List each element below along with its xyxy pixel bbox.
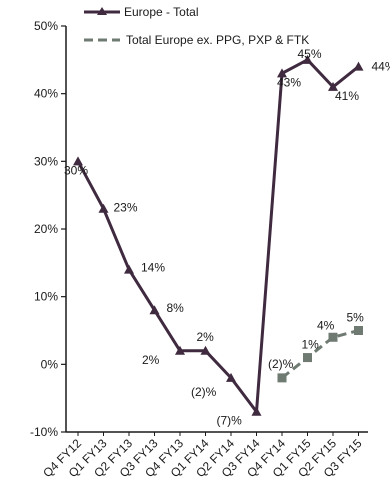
series-layer: [73, 54, 364, 416]
point-europe-total: [251, 406, 262, 416]
y-tick-label: 50%: [34, 19, 58, 33]
y-tick-label: 40%: [34, 87, 58, 101]
series-line-europe-ex: [281, 329, 359, 380]
point-europe-total: [226, 372, 236, 382]
y-tick-label: 20%: [34, 222, 58, 236]
data-label-europe-total: 45%: [298, 47, 322, 61]
data-label-europe-total: 2%: [197, 330, 215, 344]
data-label-europe-ex: 1%: [302, 338, 320, 352]
legend-item-europe-total: Europe - Total: [84, 5, 199, 19]
data-label-europe-total: 43%: [277, 75, 301, 89]
point-europe-total: [277, 68, 287, 78]
point-europe-total: [328, 81, 338, 91]
legend-label-europe-total: Europe - Total: [124, 5, 199, 19]
data-labels: 30% 23% 14% 8% 2% 2% (2)% (7)% 43% 45% 41% 44% (2)% 1…: [64, 47, 390, 428]
y-tick-label: -10%: [30, 425, 58, 439]
point-europe-total: [175, 345, 185, 355]
data-label-europe-total: (7)%: [217, 414, 243, 428]
data-label-europe-total: 2%: [142, 353, 160, 367]
data-label-europe-ex: 5%: [347, 311, 365, 325]
point-europe-total: [98, 203, 109, 213]
point-europe-ex: [328, 332, 338, 342]
point-europe-total: [73, 156, 83, 166]
y-tick-label: 30%: [34, 154, 58, 168]
point-europe-total: [302, 54, 313, 64]
point-europe-total: [149, 305, 160, 315]
y-tick-label: 0%: [41, 357, 59, 371]
point-europe-total: [124, 264, 134, 274]
legend-marker-europe-total: [97, 7, 107, 15]
data-label-europe-total: 8%: [167, 301, 185, 315]
series-line-europe-total: [76, 58, 360, 414]
data-label-europe-ex: 4%: [317, 318, 335, 332]
data-label-europe-total: 14%: [141, 261, 165, 275]
data-label-europe-total: (2)%: [191, 385, 217, 399]
legend-item-europe-ex: Total Europe ex. PPG, PXP & FTK: [84, 33, 309, 47]
data-label-europe-total: 44%: [372, 60, 390, 74]
point-europe-total: [353, 61, 364, 71]
y-tick-label: 10%: [34, 290, 58, 304]
data-label-europe-total: 23%: [114, 201, 138, 215]
data-label-europe-ex: (2)%: [268, 357, 294, 371]
point-europe-total: [200, 345, 211, 355]
point-europe-ex: [354, 326, 363, 335]
data-label-europe-total: 30%: [64, 163, 88, 177]
legend: Europe - Total Total Europe ex. PPG, PXP…: [84, 5, 309, 47]
legend-label-europe-ex: Total Europe ex. PPG, PXP & FTK: [126, 33, 309, 47]
point-europe-ex: [303, 353, 312, 363]
data-label-europe-total: 41%: [335, 89, 359, 103]
point-europe-ex: [277, 373, 287, 383]
